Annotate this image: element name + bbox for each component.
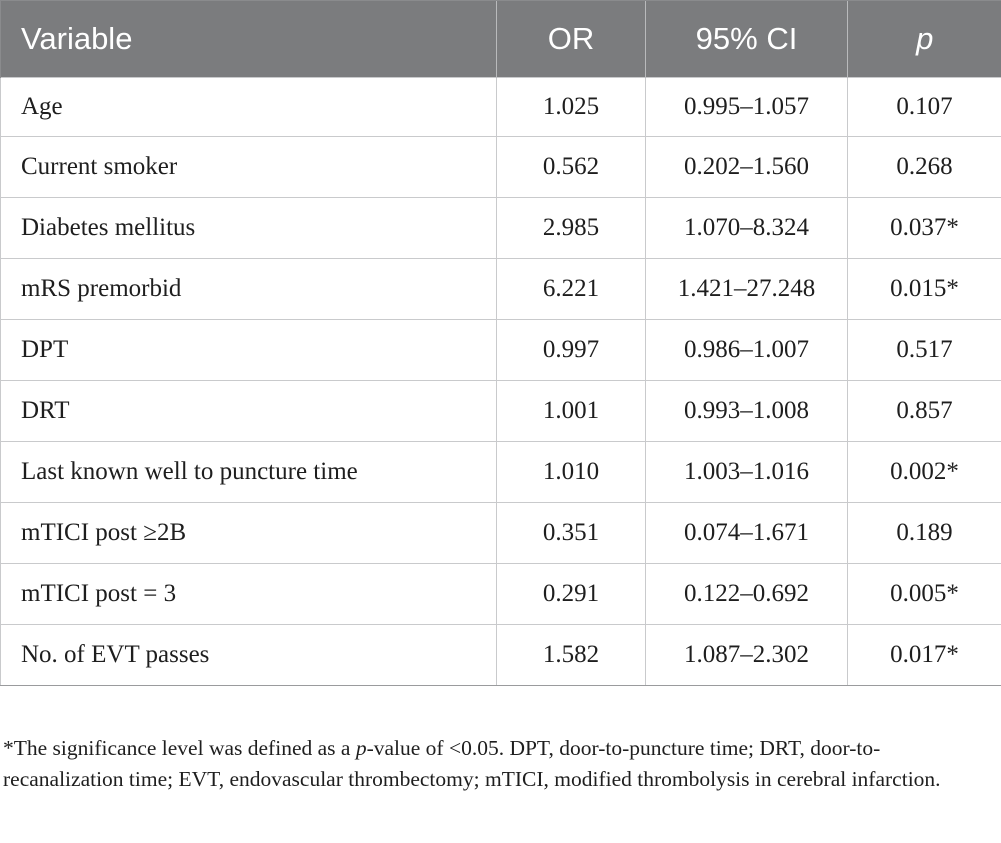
cell-p: 0.037* [847, 197, 1001, 259]
cell-p: 0.107 [847, 77, 1001, 137]
cell-p: 0.189 [847, 502, 1001, 564]
cell-variable: mTICI post ≥2B [0, 502, 497, 564]
cell-p: 0.015* [847, 258, 1001, 320]
cell-or: 1.025 [496, 77, 646, 137]
cell-variable: mTICI post = 3 [0, 563, 497, 625]
table-row: No. of EVT passes 1.582 1.087–2.302 0.01… [0, 624, 1001, 686]
table-row: DPT 0.997 0.986–1.007 0.517 [0, 319, 1001, 381]
cell-ci: 0.995–1.057 [645, 77, 848, 137]
header-or: OR [496, 0, 646, 78]
header-p: p [847, 0, 1001, 78]
header-row: Variable OR 95% CI p [0, 0, 1001, 78]
results-table-container: Variable OR 95% CI p Age 1.025 0.995–1.0… [0, 0, 1001, 686]
cell-p: 0.517 [847, 319, 1001, 381]
cell-p: 0.005* [847, 563, 1001, 625]
cell-or: 0.562 [496, 136, 646, 198]
footnote-italic-p: p [355, 736, 367, 760]
cell-ci: 1.421–27.248 [645, 258, 848, 320]
table-row: Diabetes mellitus 2.985 1.070–8.324 0.03… [0, 197, 1001, 259]
table-row: mRS premorbid 6.221 1.421–27.248 0.015* [0, 258, 1001, 320]
cell-ci: 1.003–1.016 [645, 441, 848, 503]
cell-or: 0.351 [496, 502, 646, 564]
cell-or: 6.221 [496, 258, 646, 320]
cell-ci: 0.202–1.560 [645, 136, 848, 198]
table-row: Current smoker 0.562 0.202–1.560 0.268 [0, 136, 1001, 198]
cell-ci: 0.993–1.008 [645, 380, 848, 442]
cell-variable: Current smoker [0, 136, 497, 198]
cell-or: 1.010 [496, 441, 646, 503]
table-row: mTICI post ≥2B 0.351 0.074–1.671 0.189 [0, 502, 1001, 564]
cell-p: 0.017* [847, 624, 1001, 686]
cell-or: 0.291 [496, 563, 646, 625]
cell-variable: Diabetes mellitus [0, 197, 497, 259]
cell-or: 1.582 [496, 624, 646, 686]
footnote-text-1: *The significance level was defined as a [3, 736, 356, 760]
table-row: Last known well to puncture time 1.010 1… [0, 441, 1001, 503]
cell-ci: 1.087–2.302 [645, 624, 848, 686]
cell-p: 0.002* [847, 441, 1001, 503]
cell-ci: 0.122–0.692 [645, 563, 848, 625]
results-table: Variable OR 95% CI p Age 1.025 0.995–1.0… [0, 0, 1001, 686]
cell-variable: mRS premorbid [0, 258, 497, 320]
cell-ci: 0.074–1.671 [645, 502, 848, 564]
table-row: Age 1.025 0.995–1.057 0.107 [0, 77, 1001, 137]
cell-ci: 1.070–8.324 [645, 197, 848, 259]
table-body: Age 1.025 0.995–1.057 0.107 Current smok… [0, 77, 1001, 686]
table-footnote: *The significance level was defined as a… [3, 733, 998, 795]
header-ci: 95% CI [645, 0, 848, 78]
cell-p: 0.857 [847, 380, 1001, 442]
cell-variable: DRT [0, 380, 497, 442]
cell-variable: DPT [0, 319, 497, 381]
cell-or: 0.997 [496, 319, 646, 381]
footnote-text-2: -value of <0.05. DPT, door-to-puncture t… [3, 736, 941, 791]
table-row: mTICI post = 3 0.291 0.122–0.692 0.005* [0, 563, 1001, 625]
cell-variable: No. of EVT passes [0, 624, 497, 686]
cell-variable: Age [0, 77, 497, 137]
cell-or: 2.985 [496, 197, 646, 259]
table-header: Variable OR 95% CI p [0, 0, 1001, 78]
cell-or: 1.001 [496, 380, 646, 442]
cell-p: 0.268 [847, 136, 1001, 198]
cell-variable: Last known well to puncture time [0, 441, 497, 503]
header-variable: Variable [0, 0, 497, 78]
cell-ci: 0.986–1.007 [645, 319, 848, 381]
table-row: DRT 1.001 0.993–1.008 0.857 [0, 380, 1001, 442]
